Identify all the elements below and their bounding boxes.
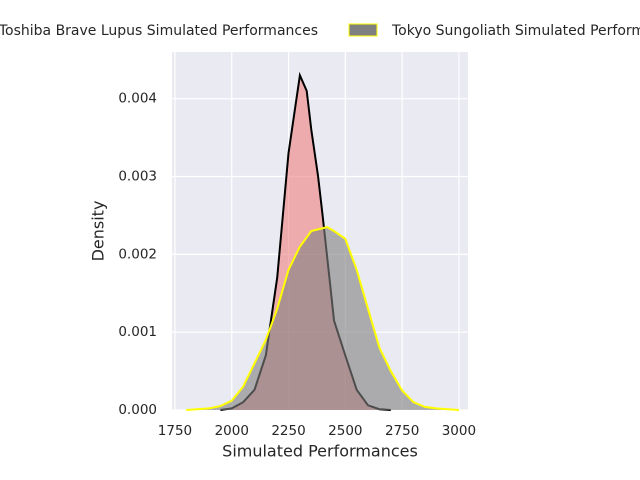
x-tick-label: 2000: [215, 423, 249, 439]
legend-label: Toshiba Brave Lupus Simulated Performanc…: [0, 23, 318, 39]
x-tick-label: 2750: [385, 423, 419, 439]
y-axis-label: Density: [89, 201, 108, 262]
y-tick-label: 0.000: [118, 402, 157, 418]
density-line: [186, 226, 459, 411]
x-axis-label: Simulated Performances: [222, 442, 418, 461]
y-tick-label: 0.004: [118, 91, 157, 107]
legend-swatch: [348, 23, 378, 37]
x-tick-label: 1750: [158, 423, 192, 439]
y-tick-label: 0.002: [118, 246, 157, 262]
x-tick-label: 2500: [328, 423, 362, 439]
x-tick-label: 2250: [271, 423, 305, 439]
x-tick-label: 3000: [442, 423, 476, 439]
legend-label: Tokyo Sungoliath Simulated Performances: [391, 23, 640, 39]
y-tick-label: 0.003: [118, 169, 157, 185]
y-tick-label: 0.001: [118, 324, 157, 340]
